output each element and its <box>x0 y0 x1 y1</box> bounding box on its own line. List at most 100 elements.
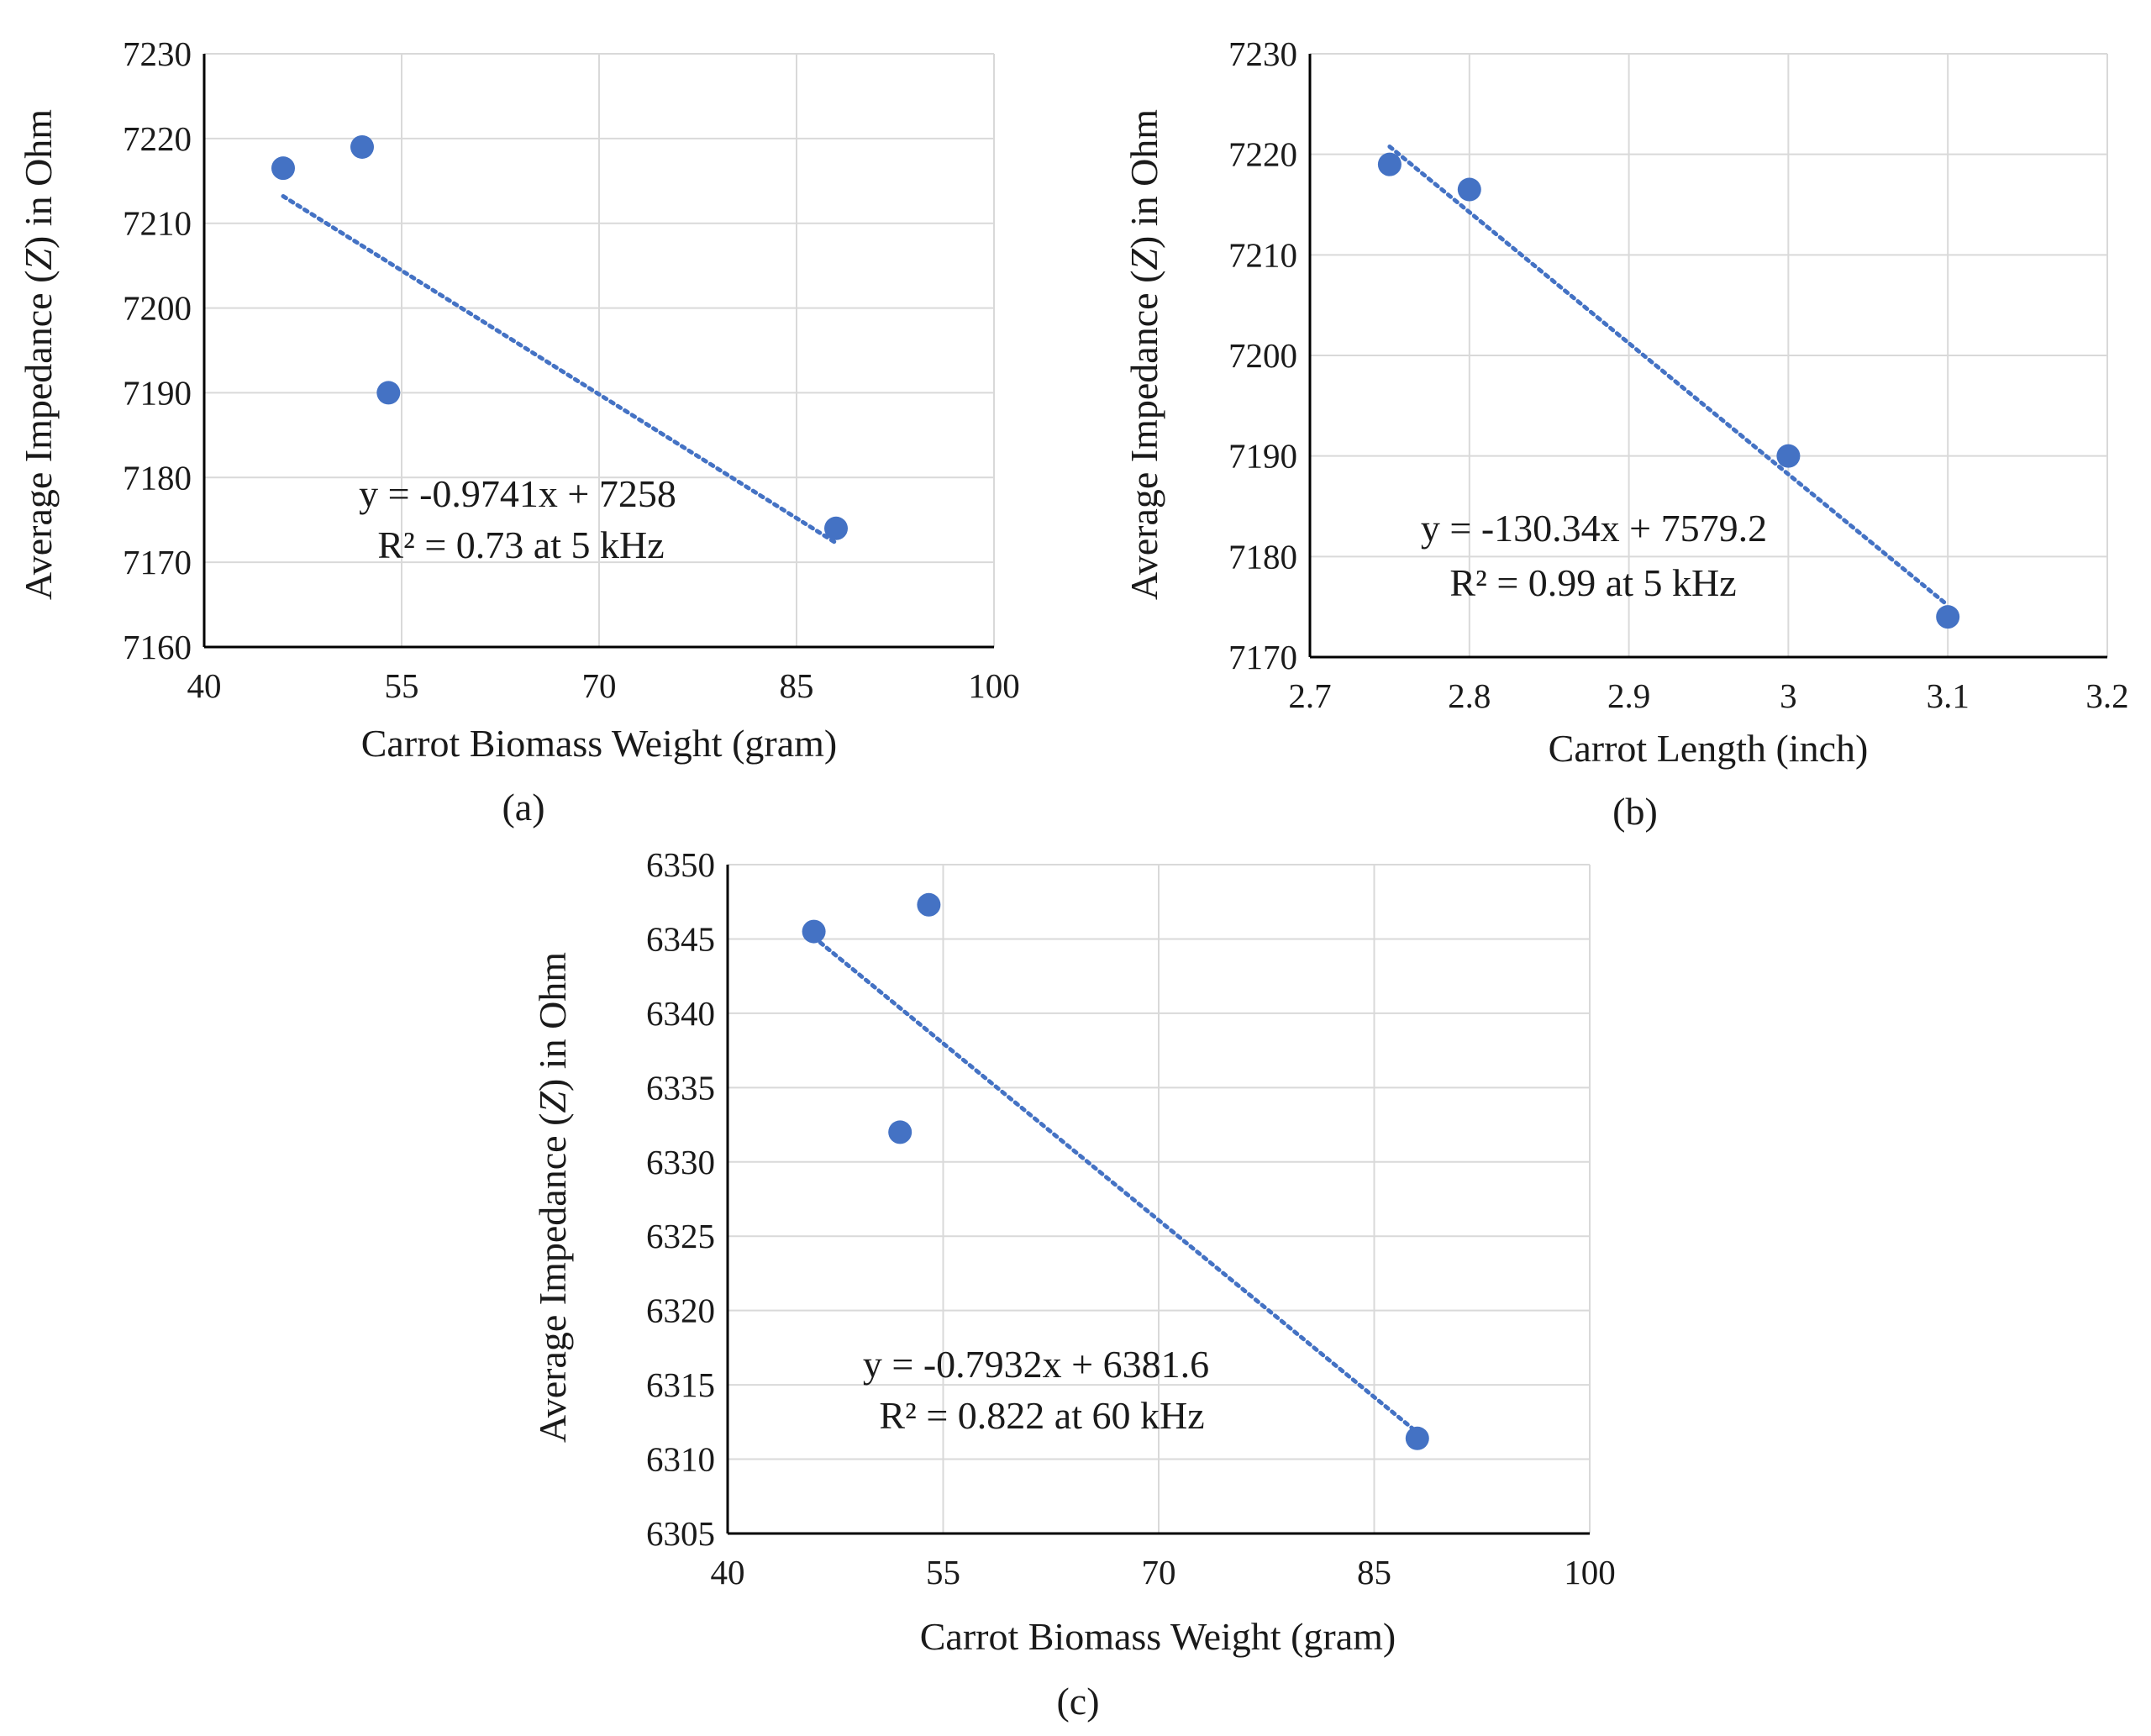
panel-b-x-tick-label: 2.7 <box>1288 676 1331 715</box>
panel-b-y-tick-label: 7210 <box>1228 235 1297 274</box>
panel-a-x-tick-labels: 40 55 70 85 100 <box>187 666 1020 705</box>
panel-c-y-tick-label: 6325 <box>646 1217 715 1255</box>
panel-b-x-tick-label: 3 <box>1780 676 1797 715</box>
panel-b-caption: (b) <box>1612 790 1658 833</box>
panel-c: 40 55 70 85 100 6305 6310 6315 6320 6325 6330 6335… <box>531 845 1616 1723</box>
panel-b-y-tick-label: 7200 <box>1228 336 1297 375</box>
panel-a-data-point <box>824 516 848 540</box>
panel-a-y-tick-label: 7210 <box>123 204 192 243</box>
panel-b-y-label-variable: Z <box>1123 249 1165 271</box>
panel-a-equation: y = -0.9741x + 7258 <box>359 472 676 515</box>
panel-a-x-tick-label: 55 <box>385 666 419 705</box>
panel-c-points <box>802 892 1429 1450</box>
panel-a-y-tick-label: 7160 <box>123 628 192 666</box>
panel-b-trendline <box>1387 145 1950 608</box>
panel-b-x-tick-labels: 2.7 2.8 2.9 3 3.1 3.2 <box>1288 676 2128 715</box>
panel-b-x-tick-label: 2.9 <box>1607 676 1650 715</box>
panel-b-equation: y = -130.34x + 7579.2 <box>1421 507 1767 550</box>
panel-b: 2.7 2.8 2.9 3 3.1 3.2 7170 7180 7190 7200 7210 722… <box>1123 34 2129 833</box>
panel-a-y-tick-labels: 7160 7170 7180 7190 7200 7210 7220 7230 <box>123 34 192 666</box>
panel-a-trendline-group <box>281 194 839 545</box>
panel-a-data-point <box>350 134 374 159</box>
panel-b-data-point <box>1457 177 1481 202</box>
panel-b-y-tick-label: 7220 <box>1228 135 1297 174</box>
panel-a-y-label-suffix: ) in Ohm <box>17 109 60 249</box>
panel-c-data-point <box>888 1120 912 1144</box>
panel-a-r2: R² = 0.73 at 5 kHz <box>377 523 664 566</box>
panel-c-y-tick-labels: 6305 6310 6315 6320 6325 6330 6335 6340 6345 6350 <box>646 845 715 1553</box>
panel-a-caption: (a) <box>502 786 544 829</box>
panel-c-x-tick-label: 85 <box>1357 1553 1391 1591</box>
panel-b-gridlines <box>1310 53 2108 657</box>
panel-a: 40 55 70 85 100 7160 7170 7180 7190 7200 7210 7220… <box>17 34 1020 829</box>
panel-c-y-label-variable: Z <box>531 1092 574 1113</box>
panel-a-gridlines <box>204 53 995 647</box>
panel-c-y-axis-label: Average Impedance (Z) in Ohm <box>531 952 574 1443</box>
panel-c-data-point <box>1405 1426 1429 1450</box>
panel-c-y-tick-label: 6345 <box>646 919 715 958</box>
panel-b-y-tick-label: 7190 <box>1228 437 1297 476</box>
panel-b-y-label-prefix: Average Impedance ( <box>1123 271 1165 600</box>
panel-c-x-tick-label: 100 <box>1564 1553 1616 1591</box>
panel-b-y-tick-label: 7170 <box>1228 638 1297 676</box>
panel-a-y-tick-label: 7220 <box>123 119 192 158</box>
panel-a-y-axis-label: Average Impedance (Z) in Ohm <box>17 109 60 600</box>
panel-b-y-tick-labels: 7170 7180 7190 7200 7210 7220 7230 <box>1228 34 1297 676</box>
panel-b-r2: R² = 0.99 at 5 kHz <box>1449 561 1736 604</box>
panel-c-x-tick-label: 55 <box>926 1553 960 1591</box>
panel-a-x-tick-label: 100 <box>968 666 1020 705</box>
panel-b-y-tick-label: 7180 <box>1228 537 1297 576</box>
panel-c-y-tick-label: 6310 <box>646 1440 715 1479</box>
panel-c-y-label-suffix: ) in Ohm <box>531 952 574 1092</box>
panel-a-data-point <box>376 381 401 405</box>
panel-b-y-label-suffix: ) in Ohm <box>1123 109 1165 249</box>
panel-a-y-tick-label: 7170 <box>123 543 192 581</box>
panel-c-trendline-group <box>812 934 1420 1435</box>
panel-c-y-tick-label: 6315 <box>646 1365 715 1404</box>
panel-c-gridlines <box>728 864 1591 1533</box>
panel-a-y-tick-label: 7180 <box>123 458 192 497</box>
panel-a-y-tick-label: 7190 <box>123 373 192 412</box>
panel-c-y-tick-label: 6350 <box>646 845 715 884</box>
panel-b-x-axis-label: Carrot Length (inch) <box>1549 727 1869 770</box>
panel-a-x-axis-label: Carrot Biomass Weight (gram) <box>361 722 838 765</box>
panel-c-data-point <box>917 892 941 917</box>
panel-c-r2: R² = 0.822 at 60 kHz <box>879 1394 1204 1437</box>
panel-c-data-point <box>802 919 826 944</box>
panel-b-data-point <box>1936 605 1960 629</box>
panel-b-x-tick-label: 3.2 <box>2085 676 2128 715</box>
panel-c-caption: (c) <box>1056 1680 1099 1723</box>
panel-c-x-axis-label: Carrot Biomass Weight (gram) <box>920 1615 1396 1658</box>
panel-a-x-tick-label: 70 <box>582 666 617 705</box>
panel-a-x-tick-label: 40 <box>187 666 222 705</box>
panel-b-trendline-group <box>1387 145 1950 608</box>
panel-b-points <box>1377 152 1960 629</box>
panel-c-x-tick-labels: 40 55 70 85 100 <box>711 1553 1616 1591</box>
panel-c-trendline <box>812 934 1420 1435</box>
panel-b-axes <box>1308 54 2107 659</box>
panel-a-y-tick-label: 7230 <box>123 34 192 73</box>
panel-b-x-tick-label: 3.1 <box>1927 676 1970 715</box>
panel-c-y-tick-label: 6305 <box>646 1514 715 1553</box>
panel-c-y-tick-label: 6330 <box>646 1143 715 1181</box>
panel-b-y-tick-label: 7230 <box>1228 34 1297 73</box>
panel-a-data-point <box>271 156 295 181</box>
panel-c-equation: y = -0.7932x + 6381.6 <box>863 1343 1209 1386</box>
panel-c-x-tick-label: 70 <box>1142 1553 1176 1591</box>
panel-a-y-label-prefix: Average Impedance ( <box>17 271 60 600</box>
panel-c-y-tick-label: 6335 <box>646 1068 715 1107</box>
panel-a-axes <box>202 54 994 649</box>
panel-a-y-tick-label: 7200 <box>123 289 192 328</box>
panel-b-x-tick-label: 2.8 <box>1448 676 1491 715</box>
panel-a-y-label-variable: Z <box>17 249 60 271</box>
panel-c-axes <box>726 865 1590 1535</box>
panel-a-trendline <box>281 194 839 545</box>
panel-c-y-tick-label: 6340 <box>646 994 715 1033</box>
panel-c-y-tick-label: 6320 <box>646 1291 715 1330</box>
panel-c-x-tick-label: 40 <box>711 1553 745 1591</box>
panel-c-y-label-prefix: Average Impedance ( <box>531 1113 574 1443</box>
panel-b-data-point <box>1776 444 1801 468</box>
panel-a-x-tick-label: 85 <box>780 666 814 705</box>
panel-b-y-axis-label: Average Impedance (Z) in Ohm <box>1123 109 1165 600</box>
